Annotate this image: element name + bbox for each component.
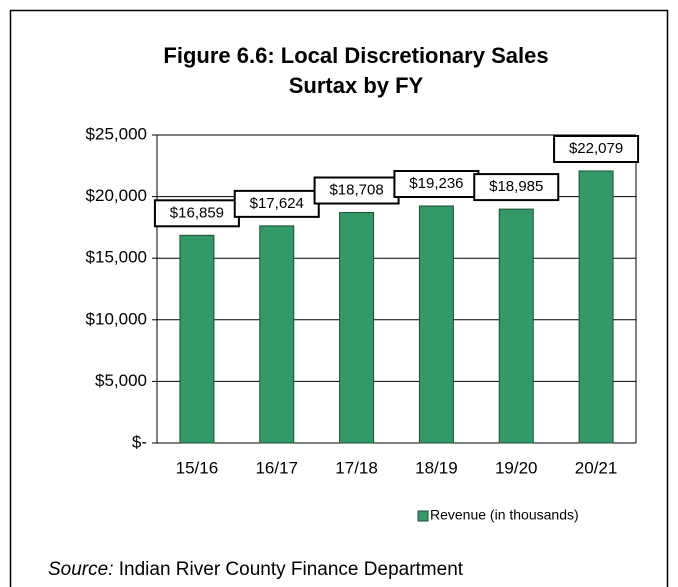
bar xyxy=(578,170,614,444)
x-tick-label: 20/21 xyxy=(575,458,618,477)
x-tick-label: 15/16 xyxy=(176,458,219,477)
source-text: Indian River County Finance Department xyxy=(119,559,464,580)
value-label-box xyxy=(153,199,240,228)
y-tick-label: $5,000 xyxy=(95,371,147,390)
value-label-box xyxy=(313,176,400,205)
value-label: $18,708 xyxy=(329,181,383,198)
x-tick-label: 16/17 xyxy=(255,458,298,477)
bar xyxy=(418,205,454,444)
value-label-box xyxy=(553,134,640,163)
source-label: Source: xyxy=(48,559,113,580)
chart-subtitle: Surtax by FY xyxy=(289,73,424,98)
y-tick-label: $10,000 xyxy=(86,309,147,328)
x-tick-label: 17/18 xyxy=(335,458,378,477)
value-label: $17,624 xyxy=(250,195,304,212)
legend-label: Revenue (in thousands) xyxy=(430,507,579,523)
value-label: $22,079 xyxy=(569,140,623,157)
x-tick-label: 18/19 xyxy=(415,458,458,477)
chart-title: Figure 6.6: Local Discretionary Sales xyxy=(163,43,548,68)
bar xyxy=(259,225,295,444)
y-tick-label: $25,000 xyxy=(86,124,147,143)
value-label: $18,985 xyxy=(489,178,543,195)
legend-swatch xyxy=(417,510,429,522)
y-tick-label: $20,000 xyxy=(86,186,147,205)
bar xyxy=(179,234,215,444)
value-label: $19,236 xyxy=(409,175,463,192)
value-label-box xyxy=(393,170,480,199)
y-tick-label: $15,000 xyxy=(86,248,147,267)
value-label: $16,859 xyxy=(170,204,224,221)
value-label-box xyxy=(473,173,560,202)
frame xyxy=(9,9,669,587)
source: Source: Indian River County Finance Depa… xyxy=(48,559,464,580)
x-tick-label: 19/20 xyxy=(495,458,538,477)
bar xyxy=(498,208,534,444)
bar xyxy=(339,212,375,444)
y-tick-label: $- xyxy=(132,432,147,451)
